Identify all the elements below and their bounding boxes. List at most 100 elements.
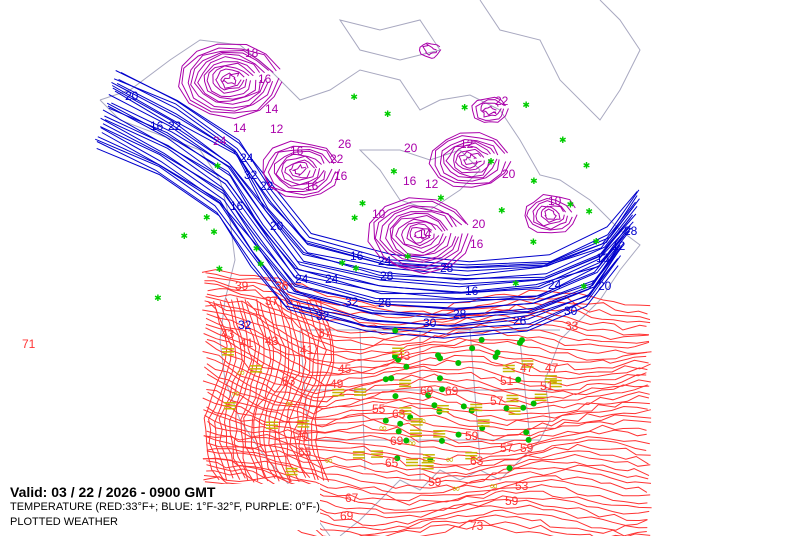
blue-contour-label: 24: [548, 278, 562, 292]
rain-dot-icon: [382, 376, 389, 383]
red-contour-label: 69: [420, 384, 434, 398]
snow-asterisk-icon: ✱: [257, 260, 265, 270]
fog-bars-icon: [352, 451, 365, 459]
fog-bars-icon: [222, 348, 235, 356]
rain-dot-icon: [494, 349, 501, 356]
snow-asterisk-icon: ✱: [530, 238, 538, 248]
red-contour-label: 51: [500, 374, 514, 388]
purple-contour: [526, 197, 573, 231]
purple-contour: [535, 205, 565, 227]
rain-dot-icon: [439, 386, 446, 393]
red-contour-label: 71: [22, 337, 36, 351]
purple-contour: [480, 102, 502, 118]
purple-contour: [385, 211, 457, 261]
purple-contour: [379, 206, 459, 263]
purple-contour: [367, 197, 473, 275]
blue-contour: [108, 107, 632, 295]
plotted-weather-label: PLOTTED WEATHER: [10, 516, 118, 528]
snow-asterisk-icon: ✱: [180, 232, 188, 242]
blue-contour: [97, 136, 619, 327]
purple-contour: [413, 229, 428, 240]
blue-contour-label: 32: [316, 309, 330, 323]
red-contour: [314, 298, 335, 482]
purple-contour: [418, 42, 442, 59]
red-contour-label: 63: [392, 407, 406, 421]
snow-asterisk-icon: ✱: [352, 264, 360, 274]
red-contour: [204, 414, 650, 455]
purple-contour: [442, 141, 498, 179]
rain-dot-icon: [469, 345, 476, 352]
purple-contour: [406, 223, 435, 247]
red-contour: [253, 301, 275, 482]
blue-contour-label: 26: [513, 314, 527, 328]
blue-contour-label: 30: [423, 316, 437, 330]
snow-asterisk-icon: ✱: [338, 259, 346, 269]
rain-dot-icon: [403, 437, 410, 444]
fog-bars-icon: [285, 467, 298, 476]
blue-contour-label: 28: [380, 269, 394, 283]
red-contour-label: 57: [500, 441, 514, 455]
purple-contour: [481, 105, 497, 117]
red-contour-label: 69: [340, 509, 354, 523]
red-contour-label: 51: [540, 379, 554, 393]
blue-contour-label: 13: [596, 251, 610, 265]
blue-contour: [104, 119, 622, 309]
rain-dot-icon: [392, 327, 399, 334]
rain-dot-icon: [431, 402, 438, 409]
red-contour: [208, 300, 232, 482]
red-contour-label: 57: [490, 394, 504, 408]
red-contour-label: 37: [265, 294, 279, 308]
rain-dot-icon: [394, 455, 401, 462]
red-contour: [202, 457, 651, 502]
red-contour: [203, 366, 650, 415]
red-contour: [206, 460, 648, 506]
purple-contour-label: 10: [372, 207, 386, 221]
blue-contour-label: 16: [230, 199, 244, 213]
purple-contour: [395, 218, 444, 254]
snow-asterisk-icon: ✱: [593, 237, 601, 247]
blue-contour-label: 32: [345, 295, 359, 309]
map-legend: Valid: 03 / 22 / 2026 - 0900 GMT TEMPERA…: [10, 484, 320, 530]
purple-contour-label: 20: [472, 217, 486, 231]
purple-contour: [284, 159, 317, 181]
blue-contour-label: 24: [325, 272, 339, 286]
snow-asterisk-icon: ✱: [437, 194, 445, 204]
purple-contour: [455, 148, 485, 171]
red-contour: [202, 380, 648, 427]
purple-contour: [422, 42, 438, 56]
red-contour: [205, 323, 651, 375]
blue-contour: [111, 85, 638, 281]
purple-contour: [215, 68, 245, 91]
red-contour: [250, 298, 272, 479]
red-contour: [203, 435, 651, 476]
purple-contour: [220, 72, 242, 89]
haze-infinity-icon: ∞: [452, 482, 461, 495]
rain-dot-icon: [395, 356, 402, 363]
fog-bars-icon: [436, 404, 449, 413]
purple-contour-label: 14: [233, 121, 247, 135]
red-contour-label: 43: [265, 334, 279, 348]
snow-asterisk-icon: ✱: [585, 208, 593, 218]
red-contour: [202, 351, 650, 400]
red-contour-label: 59: [505, 494, 519, 508]
purple-contour: [453, 144, 490, 174]
purple-contour: [532, 200, 568, 230]
red-contour-label: 59: [428, 475, 442, 489]
red-contour: [283, 300, 307, 483]
coastline: [358, 149, 481, 211]
red-contour: [206, 389, 652, 431]
red-contour: [206, 357, 648, 406]
rain-dot-icon: [403, 363, 410, 370]
rain-dot-icon: [523, 429, 530, 436]
snow-asterisk-icon: ✱: [522, 101, 530, 111]
red-contour-label: 55: [372, 402, 386, 416]
blue-contour-label: 24: [295, 272, 309, 286]
blue-contour: [96, 141, 616, 335]
red-contour-label: 49: [330, 377, 344, 391]
red-contour-label: 65: [385, 456, 399, 470]
blue-contour-label: 32: [244, 168, 258, 182]
purple-contour: [458, 150, 482, 169]
blue-contour: [118, 78, 638, 269]
haze-infinity-icon: ∞: [489, 479, 498, 492]
purple-contour: [206, 62, 254, 98]
